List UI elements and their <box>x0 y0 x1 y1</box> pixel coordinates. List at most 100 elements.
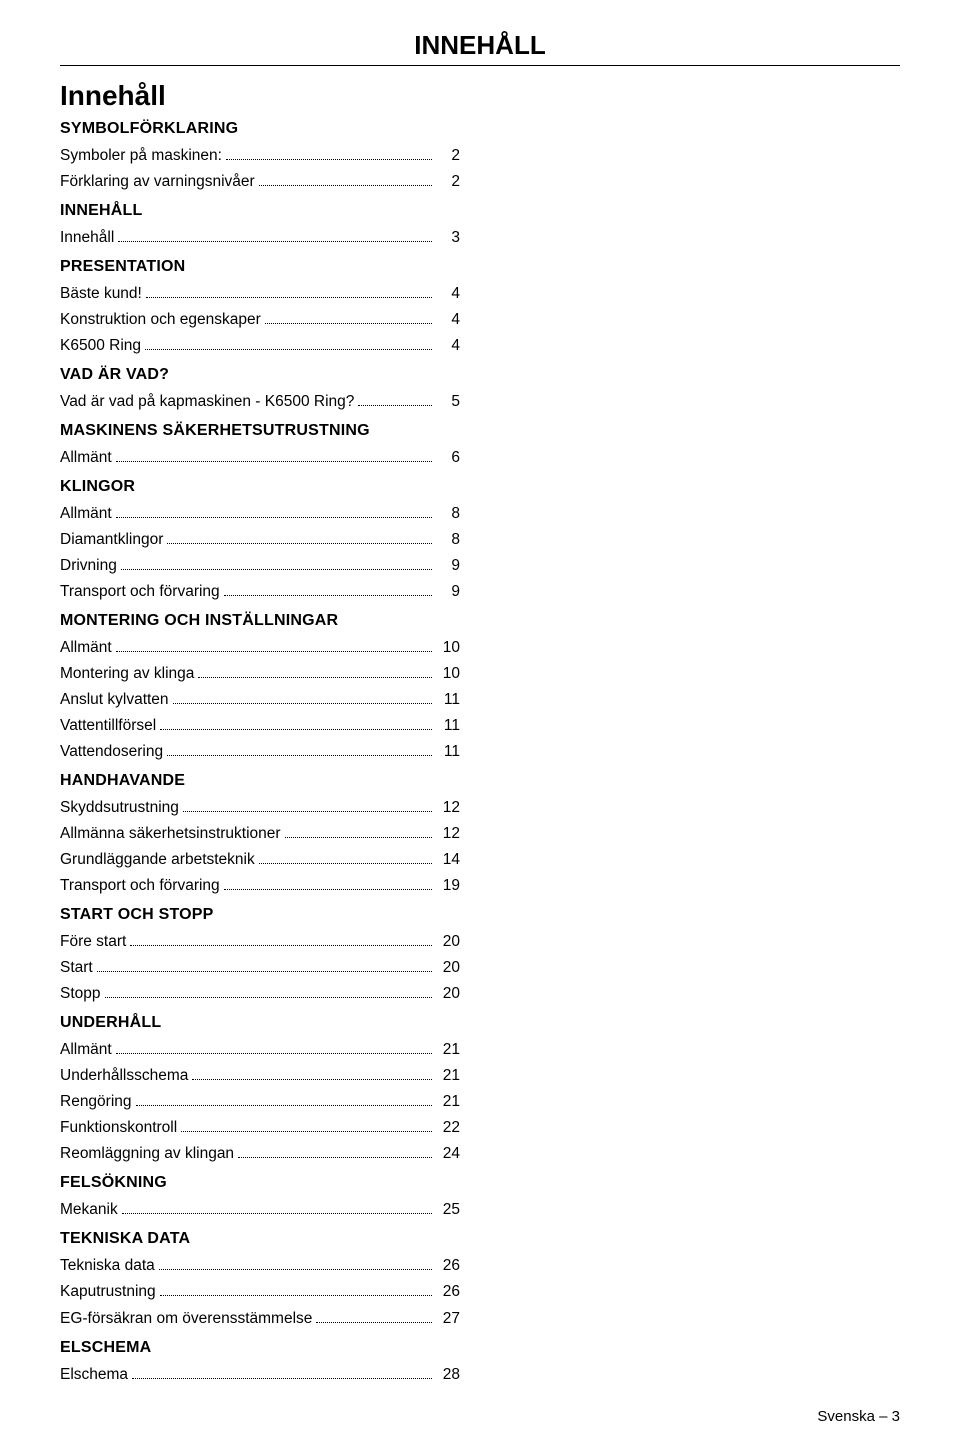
toc-entry: Montering av klinga 10 <box>60 662 460 686</box>
toc-leader <box>118 233 432 242</box>
toc-entry-label: Start <box>60 956 93 980</box>
toc-entry-page: 11 <box>438 740 460 764</box>
toc-leader <box>224 587 432 596</box>
footer-lang: Svenska <box>817 1408 875 1425</box>
toc-entry-page: 6 <box>438 446 460 470</box>
page: INNEHÅLL Innehåll SYMBOLFÖRKLARING Symbol… <box>0 0 960 1453</box>
toc-entry-label: EG-försäkran om överensstämmelse <box>60 1307 312 1331</box>
toc-leader <box>358 397 432 406</box>
toc-entry-label: Anslut kylvatten <box>60 688 169 712</box>
toc-entry: Grundläggande arbetsteknik 14 <box>60 848 460 872</box>
toc-entry: Symboler på maskinen: 2 <box>60 144 460 168</box>
toc-entry: Konstruktion och egenskaper 4 <box>60 308 460 332</box>
toc-entry: Start 20 <box>60 956 460 980</box>
toc-entry: Drivning 9 <box>60 554 460 578</box>
toc-leader <box>116 643 432 652</box>
toc-section-heading: TEKNISKA DATA <box>60 1230 460 1248</box>
toc-entry: K6500 Ring 4 <box>60 334 460 358</box>
page-footer: Svenska – 3 <box>817 1408 900 1425</box>
toc-entry-label: Allmänt <box>60 1038 112 1062</box>
toc-entry: Kaputrustning 26 <box>60 1280 460 1304</box>
toc-entry-page: 9 <box>438 580 460 604</box>
toc-leader <box>224 881 432 890</box>
toc-entry: Allmänt 6 <box>60 446 460 470</box>
toc-entry: Bäste kund! 4 <box>60 282 460 306</box>
toc-entry: Transport och förvaring 9 <box>60 580 460 604</box>
toc-entry-label: Allmänt <box>60 502 112 526</box>
toc-entry: Vattentillförsel 11 <box>60 714 460 738</box>
toc-entry-page: 20 <box>438 982 460 1006</box>
footer-sep: – <box>879 1408 887 1425</box>
toc-leader <box>173 695 432 704</box>
toc-entry-page: 27 <box>438 1307 460 1331</box>
toc-entry-label: Diamantklingor <box>60 528 163 552</box>
toc-entry: Allmänna säkerhetsinstruktioner 12 <box>60 822 460 846</box>
toc-entry-label: Montering av klinga <box>60 662 194 686</box>
toc-leader <box>159 1261 432 1270</box>
toc-leader <box>136 1097 432 1106</box>
toc-entry-page: 4 <box>438 308 460 332</box>
toc-entry: Skyddsutrustning 12 <box>60 796 460 820</box>
toc-entry: Vad är vad på kapmaskinen - K6500 Ring? … <box>60 390 460 414</box>
toc-entry-page: 11 <box>438 688 460 712</box>
toc-entry: Tekniska data 26 <box>60 1254 460 1278</box>
toc-entry-label: Innehåll <box>60 226 114 250</box>
toc-entry: Innehåll 3 <box>60 226 460 250</box>
toc-section-heading: VAD ÄR VAD? <box>60 366 460 384</box>
toc-entry-page: 20 <box>438 956 460 980</box>
toc-column-left: Innehåll SYMBOLFÖRKLARING Symboler på mas… <box>60 80 460 1389</box>
toc-entry-page: 2 <box>438 144 460 168</box>
toc-entry: Anslut kylvatten 11 <box>60 688 460 712</box>
toc-entry-label: Tekniska data <box>60 1254 155 1278</box>
title-rule <box>60 65 900 66</box>
toc-leader <box>181 1123 432 1132</box>
toc-entry-page: 9 <box>438 554 460 578</box>
toc-leader <box>226 151 432 160</box>
toc-leader <box>238 1149 432 1158</box>
toc-leader <box>167 535 432 544</box>
toc-entry-page: 8 <box>438 528 460 552</box>
toc-entry-page: 22 <box>438 1116 460 1140</box>
toc-leader <box>116 509 432 518</box>
toc-entry-label: Bäste kund! <box>60 282 142 306</box>
toc-entry-page: 19 <box>438 874 460 898</box>
toc-entry: Reomläggning av klingan 24 <box>60 1142 460 1166</box>
toc-entry-label: Funktionskontroll <box>60 1116 177 1140</box>
toc-entry-label: Förklaring av varningsnivåer <box>60 170 255 194</box>
toc-entry-label: Rengöring <box>60 1090 132 1114</box>
toc-leader <box>132 1369 432 1378</box>
toc-leader <box>198 669 432 678</box>
toc-entry-page: 10 <box>438 636 460 660</box>
toc-entry-label: Stopp <box>60 982 101 1006</box>
toc-leader <box>265 315 432 324</box>
toc-entry: Vattendosering 11 <box>60 740 460 764</box>
toc-leader <box>105 989 432 998</box>
toc-entry-label: Allmänt <box>60 636 112 660</box>
toc-entry: Stopp 20 <box>60 982 460 1006</box>
toc-entry-page: 26 <box>438 1254 460 1278</box>
toc-leader <box>116 453 432 462</box>
toc-entry-page: 25 <box>438 1198 460 1222</box>
toc-entry: Allmänt 10 <box>60 636 460 660</box>
toc-entry-page: 20 <box>438 930 460 954</box>
toc-entry-page: 21 <box>438 1038 460 1062</box>
toc-entry: EG-försäkran om överensstämmelse 27 <box>60 1307 460 1331</box>
toc-entry-label: Grundläggande arbetsteknik <box>60 848 255 872</box>
toc-section-heading: ELSCHEMA <box>60 1339 460 1357</box>
toc-entry-page: 28 <box>438 1363 460 1387</box>
toc-section-heading: INNEHÅLL <box>60 202 460 220</box>
toc-entry-label: Symboler på maskinen: <box>60 144 222 168</box>
toc-entry: Allmänt 21 <box>60 1038 460 1062</box>
toc-section-heading: HANDHAVANDE <box>60 772 460 790</box>
toc-entry-label: K6500 Ring <box>60 334 141 358</box>
toc-leader <box>122 1205 432 1214</box>
toc-section-heading: SYMBOLFÖRKLARING <box>60 120 460 138</box>
toc-entry-page: 12 <box>438 796 460 820</box>
toc-leader <box>160 721 432 730</box>
toc-leader <box>285 829 432 838</box>
toc-entry: Före start 20 <box>60 930 460 954</box>
toc-entry-label: Före start <box>60 930 126 954</box>
toc-section-heading: PRESENTATION <box>60 258 460 276</box>
toc-entry-label: Transport och förvaring <box>60 580 220 604</box>
toc-leader <box>121 561 432 570</box>
